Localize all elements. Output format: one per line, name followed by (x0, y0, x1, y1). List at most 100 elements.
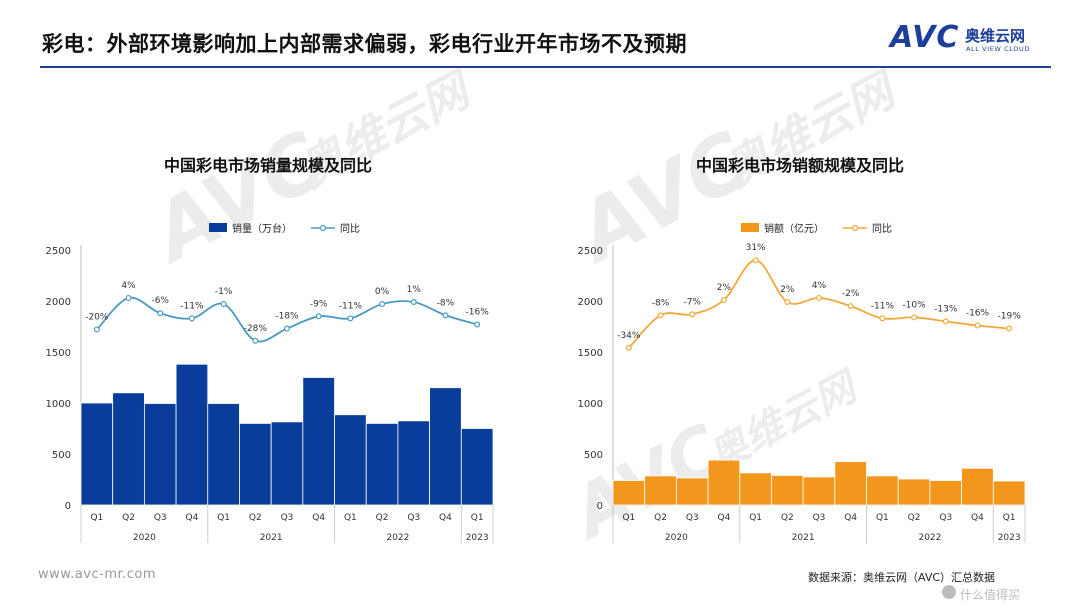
yoy-label: 2% (780, 285, 795, 295)
footer-url: www.avc-mr.com (38, 567, 157, 582)
yoy-label: 1% (407, 285, 422, 295)
chart-volume: 销量（万台） 同比 0 500 1000 1500 2000 2500 Q1 Q2 Q3 Q4 Q1 Q2… (46, 222, 494, 543)
yoy-point (474, 321, 481, 328)
legend-line-label: 同比 (340, 223, 360, 235)
legend-bar-swatch (741, 223, 759, 232)
watermark-cn-right: 奥维云网 (714, 63, 903, 198)
yoy-point (284, 325, 291, 332)
x-tick-label: Q2 (908, 513, 921, 523)
x-tick-label: Q3 (813, 513, 826, 523)
bar (302, 377, 335, 506)
bar (365, 422, 399, 506)
yoy-point (974, 322, 981, 329)
x-tick-label: Q2 (249, 513, 262, 523)
yoy-point (847, 303, 854, 310)
bar (675, 477, 709, 506)
corner-logo-icon (942, 585, 956, 599)
bar (866, 475, 899, 506)
bar (644, 475, 677, 506)
yoy-label: -19% (998, 312, 1022, 322)
yoy-label: -20% (85, 313, 109, 323)
yoy-label: -7% (683, 297, 701, 307)
bar (143, 403, 177, 506)
yoy-label: 2% (717, 283, 732, 293)
y-tick-label: 1000 (578, 399, 603, 410)
bar (929, 480, 963, 506)
chart-title-revenue: 中国彩电市场销额规模及同比 (695, 156, 904, 175)
yoy-point (625, 344, 632, 351)
yoy-label: -2% (842, 289, 860, 299)
x-tick-label: Q1 (344, 513, 357, 523)
year-label: 2020 (665, 533, 688, 543)
x-tick-label: Q3 (281, 513, 294, 523)
logo-cn-text: 奥维云网 (965, 27, 1026, 45)
x-tick-label: Q4 (971, 513, 984, 523)
x-tick-label: Q1 (1003, 513, 1016, 523)
year-label: 2021 (792, 533, 815, 543)
bar (897, 478, 931, 506)
bar (112, 392, 145, 506)
data-source: 数据来源：奥维云网（AVC）汇总数据 (808, 571, 996, 584)
year-label: 2021 (260, 533, 283, 543)
y-tick-label: 2500 (46, 246, 71, 257)
yoy-label: 31% (746, 243, 766, 253)
bar (802, 476, 836, 506)
year-label: 2022 (386, 533, 409, 543)
x-tick-label: Q3 (407, 513, 420, 523)
yoy-label: -8% (652, 298, 670, 308)
watermark-cn-left: 奥维云网 (289, 63, 478, 198)
legend-bar-swatch (209, 223, 227, 232)
logo-en-text: ALL VIEW CLOUD (966, 45, 1030, 53)
year-label: 2022 (918, 533, 941, 543)
y-tick-label: 2500 (578, 246, 603, 257)
bar (429, 387, 462, 506)
yoy-label: -28% (244, 324, 268, 334)
x-tick-label: Q1 (471, 513, 484, 523)
x-tick-label: Q3 (686, 513, 699, 523)
x-tick-label: Q4 (312, 513, 325, 523)
x-tick-label: Q3 (939, 513, 952, 523)
x-tick-label: Q1 (749, 513, 762, 523)
yoy-point (879, 315, 886, 322)
yoy-label: -6% (151, 296, 169, 306)
page-title: 彩电：外部环境影响加上内部需求偏弱，彩电行业开年市场不及预期 (42, 32, 687, 56)
yoy-label: -11% (339, 301, 363, 311)
yoy-label: 4% (121, 281, 136, 291)
x-tick-label: Q4 (439, 513, 452, 523)
x-tick-label: Q1 (876, 513, 889, 523)
yoy-label: 4% (812, 281, 827, 291)
chart-revenue: 销额（亿元） 同比 0 500 1000 1500 2000 2500 Q1 Q2 Q3 Q4 Q1 Q2… (578, 222, 1026, 543)
yoy-point (442, 312, 449, 319)
year-label: 2023 (998, 533, 1021, 543)
yoy-point (657, 312, 664, 319)
y-tick-label: 2000 (46, 297, 71, 308)
bar (707, 459, 741, 506)
x-tick-label: Q4 (186, 513, 199, 523)
bar (460, 428, 494, 506)
yoy-point (1006, 325, 1013, 332)
yoy-label: 0% (375, 287, 390, 297)
x-tick-label: Q1 (217, 513, 230, 523)
yoy-label: -13% (934, 304, 958, 314)
yoy-point (93, 326, 100, 333)
yoy-point (816, 294, 823, 301)
corner-watermark: 什么值得买 (960, 588, 1021, 602)
yoy-point (347, 315, 354, 322)
yoy-point (752, 257, 759, 264)
yoy-label: -18% (275, 312, 299, 322)
yoy-label: -8% (437, 298, 455, 308)
y-tick-label: 2000 (578, 297, 603, 308)
legend-bar-label: 销额（亿元） (764, 222, 824, 235)
legend-bar-label: 销量（万台） (232, 222, 292, 235)
yoy-point (689, 311, 696, 318)
y-tick-label: 1500 (46, 348, 71, 359)
yoy-point (410, 299, 417, 306)
bar (239, 422, 272, 506)
bar (207, 403, 240, 506)
bar (961, 467, 994, 506)
y-tick-label: 0 (65, 501, 71, 512)
legend-line-marker (851, 224, 859, 232)
x-tick-label: Q4 (844, 513, 857, 523)
yoy-label: -10% (902, 300, 926, 310)
bar (739, 472, 772, 506)
